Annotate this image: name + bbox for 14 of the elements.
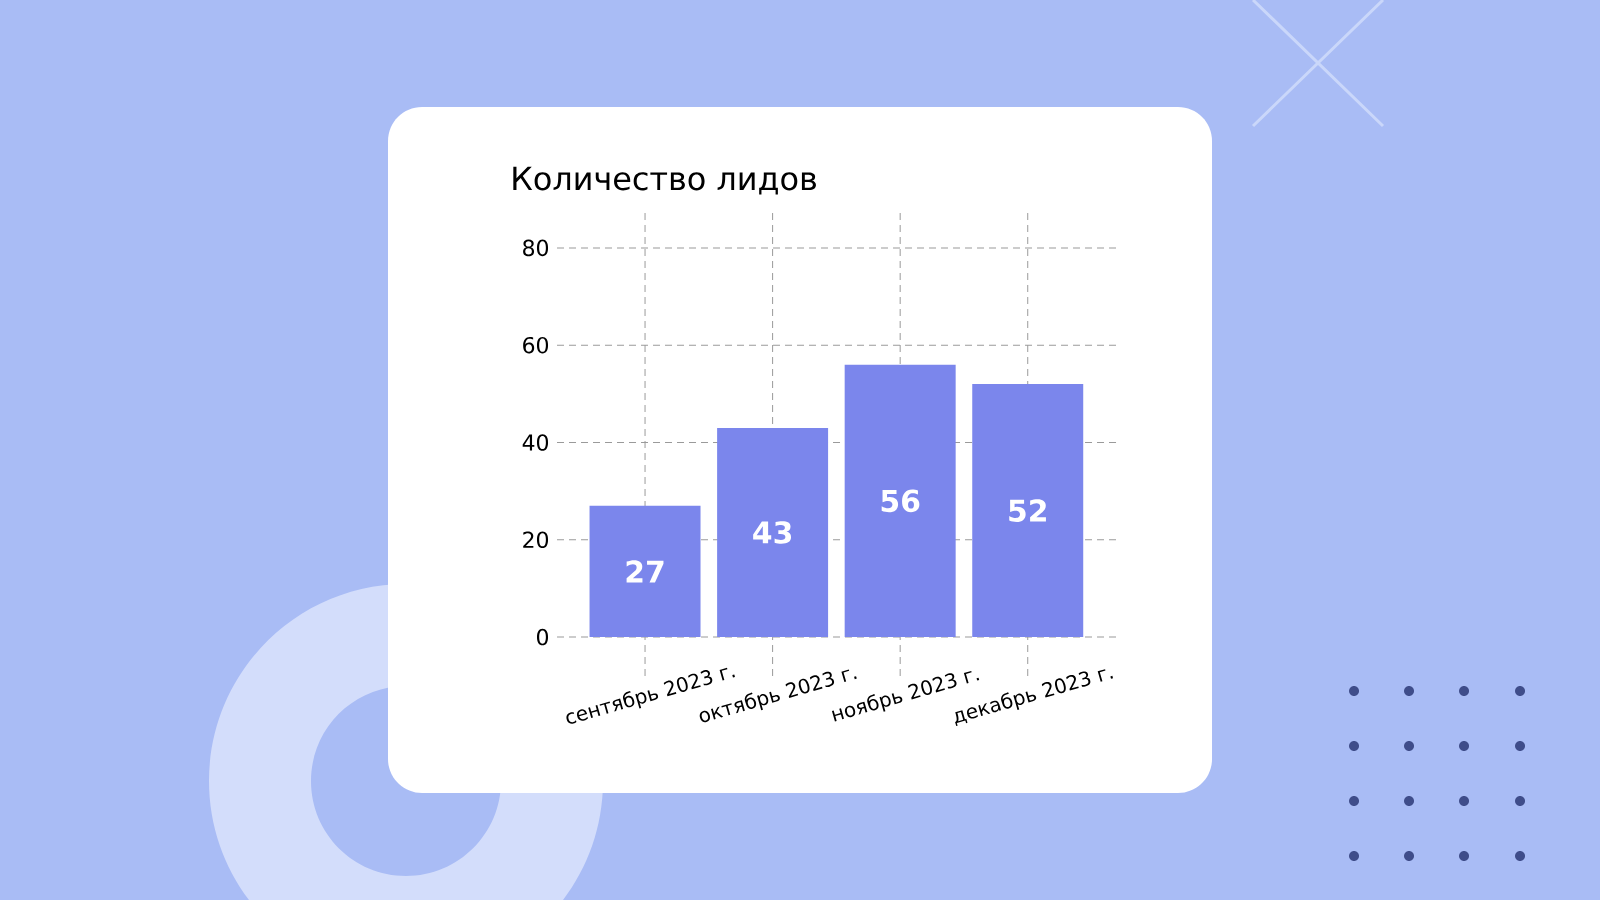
data-label: 56 [881, 489, 920, 513]
y-tick-label: 40 [522, 434, 549, 451]
data-label: 52 [1009, 499, 1046, 522]
y-tick-label: 80 [523, 239, 549, 257]
bar [972, 384, 1084, 638]
data-label: 27 [626, 560, 664, 583]
chart-title: Количество лидов [513, 166, 816, 195]
y-tick-label: 60 [523, 336, 549, 354]
bar [589, 505, 701, 638]
y-tick-label: 0 [536, 628, 549, 646]
bar [717, 427, 829, 638]
bar [844, 364, 956, 638]
data-label: 43 [753, 521, 792, 544]
y-tick-label: 20 [523, 531, 549, 549]
